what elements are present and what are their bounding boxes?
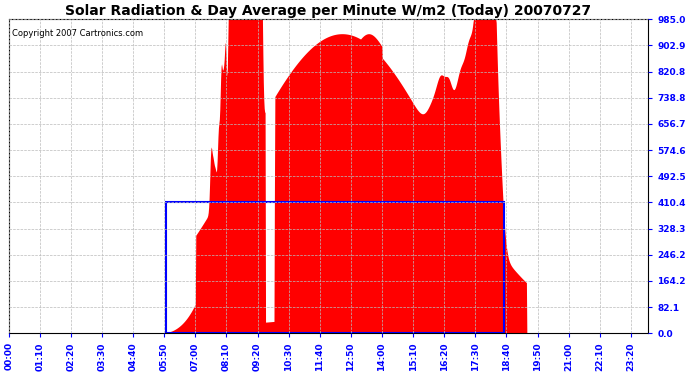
Bar — [166, 202, 504, 333]
Title: Solar Radiation & Day Average per Minute W/m2 (Today) 20070727: Solar Radiation & Day Average per Minute… — [66, 4, 591, 18]
Text: Copyright 2007 Cartronics.com: Copyright 2007 Cartronics.com — [12, 29, 143, 38]
